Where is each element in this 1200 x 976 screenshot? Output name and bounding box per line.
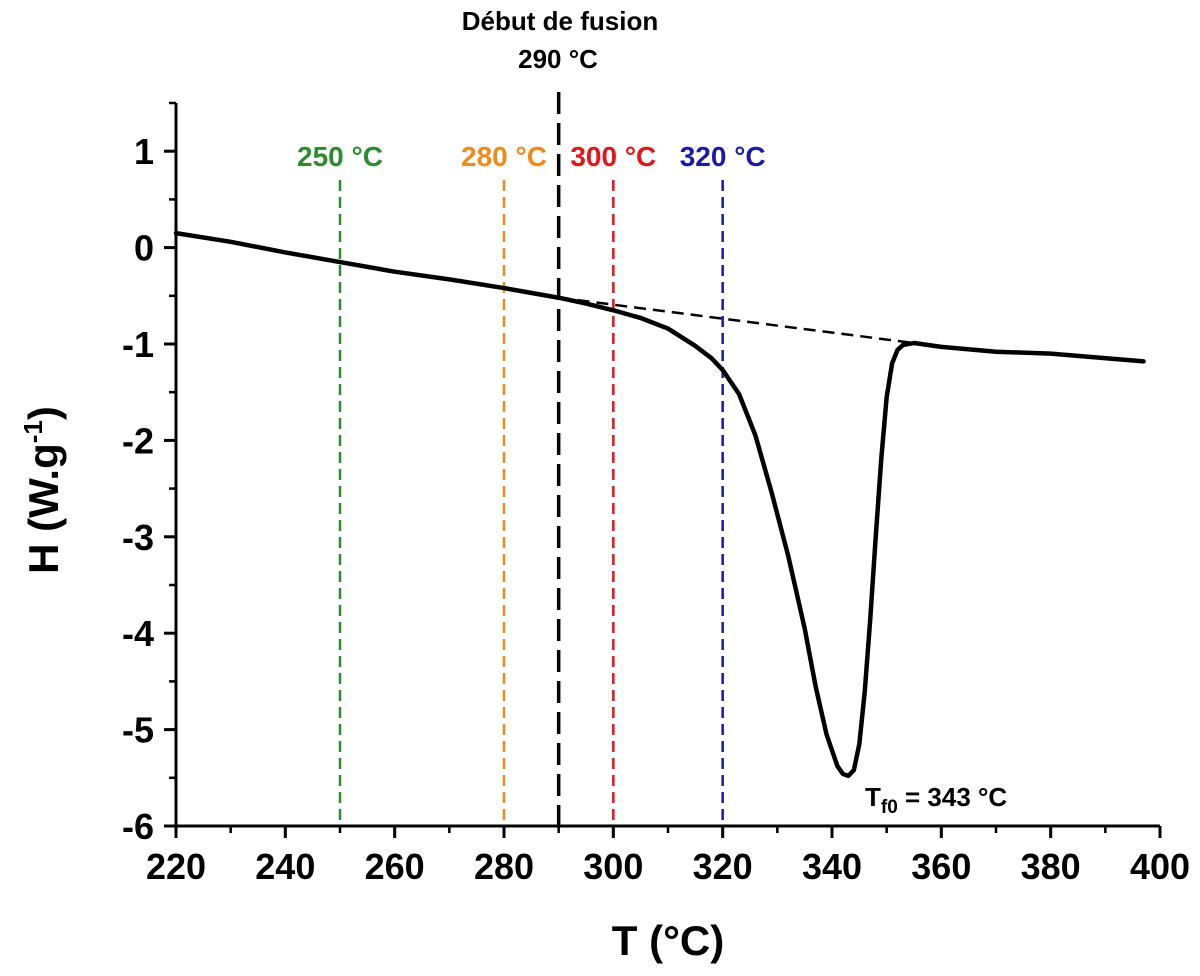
y-axis-title-main: H (W.g	[20, 443, 67, 574]
y-tick-label: 0	[134, 228, 154, 269]
x-tick-label: 400	[1130, 846, 1190, 887]
y-axis-title-sup: -1	[18, 420, 48, 443]
y-tick-label: -5	[122, 710, 154, 751]
x-tick-label: 380	[1021, 846, 1081, 887]
temp-marker-label: 250 °C	[297, 141, 383, 172]
x-tick-label: 320	[693, 846, 753, 887]
x-tick-label: 260	[365, 846, 425, 887]
x-tick-label: 220	[146, 846, 206, 887]
curve-group	[173, 230, 1146, 779]
dsc-curve	[173, 230, 1146, 779]
onset-label-temp: 290 °C	[518, 44, 598, 74]
peak-annotation-prefix: T	[865, 782, 881, 812]
x-tick-label: 340	[802, 846, 862, 887]
y-axis-title: H (W.g-1)	[18, 406, 67, 574]
onset-label-title: Début de fusion	[462, 6, 658, 36]
vertical-markers: 250 °C 280 °C Début de fusion 290 °C 300 °C 3…	[297, 6, 766, 826]
x-axis-title: T (°C)	[612, 917, 724, 964]
x-tick-label: 360	[911, 846, 971, 887]
axes-group	[174, 103, 1160, 828]
x-tick-label: 240	[255, 846, 315, 887]
temp-marker-label: 300 °C	[570, 141, 656, 172]
y-tick-label: -4	[122, 613, 154, 654]
ticks-group: 220 240 260 280 300 320 340 360 380 400 -6 -5 -4 -3 -2…	[122, 101, 1190, 887]
baseline-line	[558, 296, 915, 345]
peak-annotation: Tf0 = 343 °C	[865, 782, 1007, 818]
x-tick-label: 280	[474, 846, 534, 887]
x-tick-label: 300	[583, 846, 643, 887]
temp-marker-label: 280 °C	[461, 141, 547, 172]
y-tick-label: -1	[122, 324, 154, 365]
y-tick-label: -2	[122, 420, 154, 461]
peak-annotation-sub: f0	[881, 797, 898, 818]
y-tick-label: -6	[122, 806, 154, 847]
temp-marker-label: 320 °C	[680, 141, 766, 172]
y-tick-label: 1	[134, 131, 154, 172]
y-tick-label: -3	[122, 517, 154, 558]
baseline-group	[558, 296, 915, 345]
y-axis-title-end: )	[20, 406, 67, 420]
peak-annotation-suffix: = 343 °C	[898, 782, 1008, 812]
